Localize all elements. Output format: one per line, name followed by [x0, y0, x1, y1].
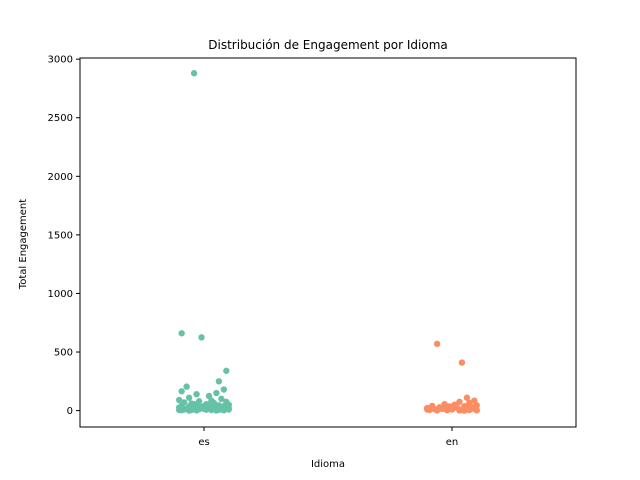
- y-tick-label: 500: [54, 348, 73, 359]
- y-axis: 0 500 1000 1500 2000 2500 3000: [48, 55, 80, 417]
- data-point-es: [176, 406, 183, 414]
- plot-area: [176, 70, 480, 414]
- plot-frame: [79, 57, 577, 428]
- data-point-es: [190, 70, 198, 77]
- data-point-es: [218, 405, 225, 413]
- data-point-es: [193, 407, 200, 414]
- data-point-en: [438, 405, 446, 413]
- data-point-en: [456, 407, 463, 414]
- data-point-en: [468, 404, 476, 411]
- chart-title: Distribución de Engagement por Idioma: [208, 38, 447, 52]
- data-point-es: [178, 330, 185, 337]
- data-point-es: [223, 367, 230, 374]
- data-point-es: [178, 388, 185, 395]
- data-point-en: [448, 406, 456, 413]
- y-axis-label: Total Engagement: [18, 199, 29, 290]
- data-point-es: [185, 407, 193, 414]
- y-tick-label: 2000: [48, 172, 73, 183]
- data-point-en: [433, 407, 441, 414]
- data-point-en: [443, 406, 451, 414]
- data-point-en: [471, 397, 478, 404]
- y-tick-label: 0: [67, 406, 73, 417]
- data-point-es: [218, 395, 225, 403]
- data-point-es: [190, 400, 198, 408]
- data-point-en: [461, 407, 468, 414]
- data-point-es: [176, 396, 183, 404]
- data-point-en: [456, 398, 463, 406]
- x-axis-label: Idioma: [311, 459, 345, 470]
- data-point-es: [205, 392, 213, 400]
- data-point-en: [433, 340, 441, 348]
- x-tick-label-en: en: [446, 437, 459, 448]
- y-tick-label: 2500: [48, 113, 73, 124]
- data-point-es: [185, 394, 193, 401]
- data-point-es: [225, 405, 232, 412]
- data-point-es: [200, 405, 208, 413]
- data-point-en: [424, 406, 431, 413]
- data-point-es: [193, 391, 200, 398]
- y-tick-label: 3000: [48, 55, 73, 66]
- data-point-es: [205, 403, 213, 410]
- data-point-es: [213, 407, 220, 414]
- y-tick-label: 1500: [48, 230, 73, 241]
- data-point-es: [220, 386, 228, 393]
- x-axis: es en: [198, 427, 458, 448]
- data-point-en: [463, 394, 471, 401]
- data-point-en: [458, 359, 466, 366]
- x-tick-label-es: es: [198, 437, 209, 448]
- y-tick-label: 1000: [48, 289, 73, 300]
- data-point-es: [183, 383, 190, 390]
- data-point-es: [215, 378, 223, 385]
- data-point-en: [473, 407, 480, 414]
- data-point-es: [198, 334, 205, 341]
- data-point-es: [213, 389, 220, 397]
